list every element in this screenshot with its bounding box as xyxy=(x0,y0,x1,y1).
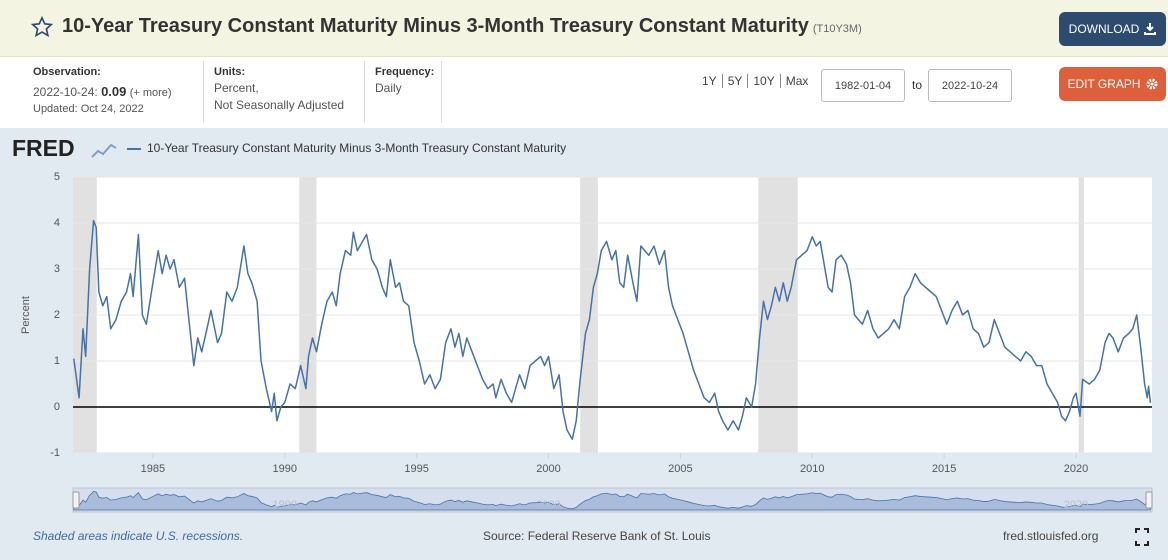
x-tick-label: 1990 xyxy=(273,463,297,475)
x-tick-label: 1985 xyxy=(141,463,165,475)
navigator-area xyxy=(73,491,1151,511)
header: 10-Year Treasury Constant Maturity Minus… xyxy=(0,0,1168,57)
favorite-star[interactable] xyxy=(31,16,53,38)
y-tick-label: 2 xyxy=(54,309,60,321)
updated: Updated: Oct 24, 2022 xyxy=(33,103,144,115)
gear-icon xyxy=(1146,78,1158,90)
title-text: 10-Year Treasury Constant Maturity Minus… xyxy=(62,15,809,37)
observation: 2022-10-24: 0.09 (+ more) xyxy=(33,83,172,102)
separator xyxy=(203,61,204,123)
range-link[interactable]: 1Y xyxy=(702,74,717,88)
y-tick-label: 0 xyxy=(54,401,60,413)
separator xyxy=(441,61,442,123)
navigator-handle[interactable] xyxy=(1145,491,1153,509)
units: Percent, xyxy=(214,81,259,95)
x-tick-label: 2005 xyxy=(668,463,692,475)
y-tick-label: 3 xyxy=(54,263,60,275)
navigator-tick-label: 2020 xyxy=(1064,499,1088,511)
end-date-input[interactable]: 2022-10-24 xyxy=(928,69,1012,102)
range-link[interactable]: Max xyxy=(779,74,814,88)
navigator-tick-label: 2000 xyxy=(536,499,560,511)
fullscreen-icon[interactable] xyxy=(1135,528,1149,546)
frequency: Daily xyxy=(375,81,402,95)
download-label: DOWNLOAD xyxy=(1068,22,1140,36)
edit-graph-button[interactable]: EDIT GRAPH xyxy=(1059,67,1166,101)
start-date-input[interactable]: 1982-01-04 xyxy=(821,69,905,102)
y-tick-label: 1 xyxy=(54,355,60,367)
fred-logo: FRED xyxy=(12,135,75,161)
observation-date: 2022-10-24: xyxy=(33,85,98,99)
range-links: 1Y 5Y 10Y Max xyxy=(697,74,813,88)
frequency-label: Frequency: xyxy=(375,66,435,78)
y-tick-label: 5 xyxy=(54,171,60,183)
y-axis-label: Percent xyxy=(20,296,32,334)
download-icon xyxy=(1144,23,1157,35)
x-tick-label: 2020 xyxy=(1064,463,1088,475)
navigator-tick-label: 1990 xyxy=(273,499,297,511)
more-link[interactable]: (+ more) xyxy=(129,87,172,99)
chart: FRED Percent Shaded areas indicate U.S. … xyxy=(0,128,1168,560)
site-link[interactable]: fred.stlouisfed.org xyxy=(1003,529,1098,543)
units-label: Units: xyxy=(214,66,246,78)
observation-value: 0.09 xyxy=(101,84,127,99)
x-tick-label: 1995 xyxy=(404,463,428,475)
to-label: to xyxy=(912,78,923,92)
separator xyxy=(364,61,365,123)
x-tick-label: 2000 xyxy=(536,463,560,475)
observation-label: Observation: xyxy=(33,66,101,78)
y-tick-label: -1 xyxy=(50,447,60,459)
series-id: (T10Y3M) xyxy=(812,23,862,35)
legend-label: 10-Year Treasury Constant Maturity Minus… xyxy=(147,141,566,155)
range-link[interactable]: 10Y xyxy=(747,74,779,88)
units: Not Seasonally Adjusted xyxy=(214,98,345,112)
x-tick-label: 2010 xyxy=(800,463,824,475)
source: Source: Federal Reserve Bank of St. Loui… xyxy=(483,529,710,543)
edit-label: EDIT GRAPH xyxy=(1067,77,1141,91)
recession-note: Shaded areas indicate U.S. recessions. xyxy=(33,529,243,543)
range-link[interactable]: 5Y xyxy=(721,74,748,88)
series-title: 10-Year Treasury Constant Maturity Minus… xyxy=(62,15,862,38)
navigator-handle[interactable] xyxy=(72,491,80,509)
navigator-tick-label: 2010 xyxy=(800,499,824,511)
download-button[interactable]: DOWNLOAD xyxy=(1059,12,1166,46)
logo-icon xyxy=(91,143,117,158)
y-tick-label: 4 xyxy=(54,217,60,229)
series-line xyxy=(73,219,1152,440)
x-tick-label: 2015 xyxy=(932,463,956,475)
